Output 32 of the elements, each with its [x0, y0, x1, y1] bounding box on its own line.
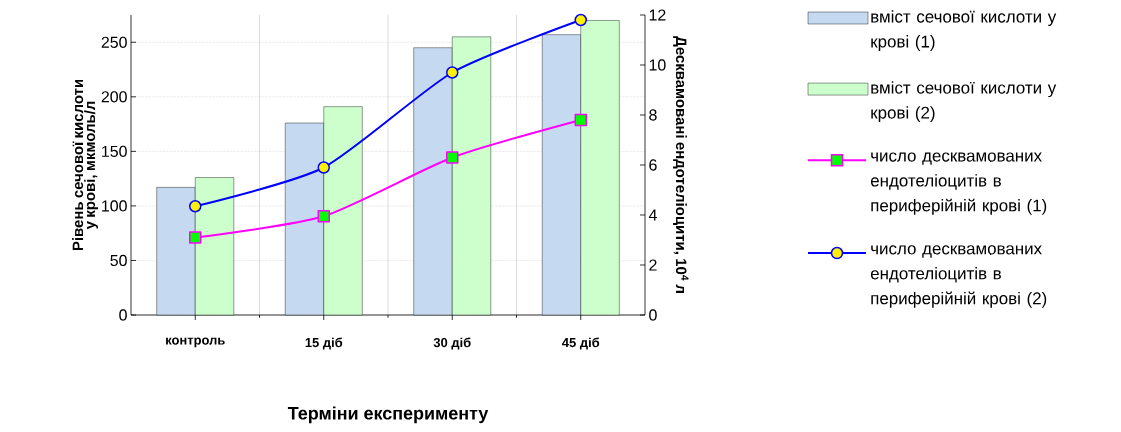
y-tick-label: 100: [102, 200, 127, 212]
x-axis-title: Терміни експерименту: [287, 406, 489, 424]
x-tick-label: 45 діб: [562, 337, 600, 350]
point: [446, 66, 459, 79]
point: [317, 161, 331, 174]
point: [189, 200, 202, 213]
point: [446, 151, 459, 164]
x-tick-label: контроль: [166, 337, 225, 348]
y-tick-label: 50: [110, 254, 127, 267]
y-tick-label: 150: [102, 145, 127, 158]
point: [317, 210, 331, 223]
y2-tick-label: 8: [649, 109, 657, 121]
y2-tick-label: 0: [649, 309, 657, 321]
y2-tick-label: 10: [649, 59, 666, 71]
legend-label: вміст сечової кислоти у крові (2): [871, 81, 1057, 122]
x-tick-label: 15 діб: [305, 337, 343, 350]
point: [574, 13, 588, 27]
point: [189, 231, 202, 244]
y-tick-label: 200: [101, 91, 127, 103]
legend-label: вміст сечової кислоти у крові (1): [871, 10, 1057, 51]
legend-label: число десквамованих ендотеліоцитів в периферійній крові (2): [870, 245, 1047, 308]
y-tick-label: 250: [101, 36, 127, 48]
y2-axis-title: Десквамовані ендотеліоцити, 10$^{4}$ л: [673, 36, 689, 293]
y2-tick-label: 6: [649, 159, 657, 171]
y-tick-label: 0: [119, 309, 127, 321]
y2-tick-label: 4: [648, 209, 657, 221]
legend-label: число десквамованих ендотеліоцитів в периферійній крові (1): [870, 152, 1047, 215]
y-axis-title: Рівень сечової кислоти у крові, мкмоль/л: [72, 79, 99, 251]
y2-tick-label: 2: [649, 259, 657, 271]
point: [574, 113, 588, 127]
y2-tick-label: 12: [649, 9, 666, 21]
x-tick-label: 30 діб: [433, 337, 471, 350]
